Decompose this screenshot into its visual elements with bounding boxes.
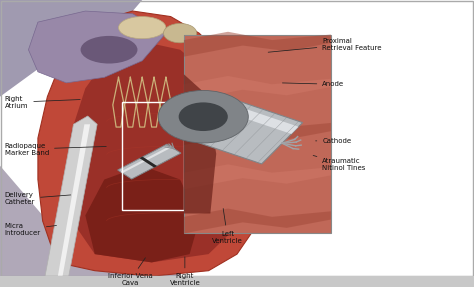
Polygon shape	[120, 146, 172, 173]
Ellipse shape	[81, 36, 137, 63]
Polygon shape	[118, 144, 181, 179]
Text: Anode: Anode	[283, 81, 345, 87]
Polygon shape	[0, 0, 180, 276]
Polygon shape	[58, 124, 90, 276]
Text: Delivery
Catheter: Delivery Catheter	[5, 192, 71, 205]
Polygon shape	[0, 0, 142, 97]
Polygon shape	[38, 11, 261, 276]
Text: Cathode: Cathode	[316, 138, 351, 144]
Ellipse shape	[164, 24, 197, 43]
Polygon shape	[85, 166, 199, 262]
Polygon shape	[185, 96, 234, 141]
Polygon shape	[184, 76, 331, 101]
Polygon shape	[66, 41, 242, 262]
Polygon shape	[139, 157, 157, 168]
Polygon shape	[184, 164, 331, 189]
Text: Left
Ventricle: Left Ventricle	[212, 209, 243, 244]
Polygon shape	[212, 100, 299, 134]
Circle shape	[179, 102, 228, 131]
Text: Micra
Introducer: Micra Introducer	[5, 223, 56, 236]
Polygon shape	[45, 116, 97, 276]
Polygon shape	[183, 96, 302, 164]
Text: Proximal
Retrieval Feature: Proximal Retrieval Feature	[268, 38, 382, 52]
Polygon shape	[184, 209, 331, 233]
Polygon shape	[184, 120, 331, 145]
Bar	[122, 102, 184, 210]
Ellipse shape	[118, 17, 166, 39]
Circle shape	[158, 90, 248, 143]
Text: Right
Atrium: Right Atrium	[5, 96, 80, 109]
Polygon shape	[184, 32, 331, 57]
Text: Atraumatic
Nitinol Tines: Atraumatic Nitinol Tines	[313, 156, 366, 171]
Text: Radiopaque
Marker Band: Radiopaque Marker Band	[5, 143, 106, 156]
Polygon shape	[28, 11, 166, 83]
Text: Inferior Vena
Cava: Inferior Vena Cava	[108, 258, 153, 286]
Bar	[184, 34, 331, 233]
Text: Right
Ventricle: Right Ventricle	[170, 257, 200, 286]
Polygon shape	[184, 74, 216, 214]
